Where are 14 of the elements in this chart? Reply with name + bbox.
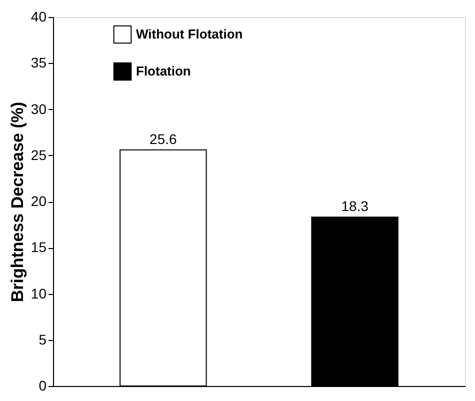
legend-label: Without Flotation [136, 26, 243, 42]
y-tick-label: 20 [30, 193, 47, 209]
data-label: 18.3 [341, 198, 369, 214]
data-label: 25.6 [150, 130, 178, 147]
y-tick-label: 5 [38, 331, 47, 348]
y-tick-label: 10 [30, 285, 47, 302]
y-tick-label: 15 [30, 239, 47, 256]
y-axis-title: Brightness Decrease (%) [8, 102, 27, 302]
y-tick-label: 30 [30, 100, 47, 117]
y-tick-label: 35 [30, 54, 47, 71]
y-tick-label: 40 [30, 8, 47, 24]
y-tick-label: 0 [38, 378, 47, 394]
y-tick-label: 25 [30, 146, 47, 163]
legend-label: Flotation [136, 64, 191, 78]
